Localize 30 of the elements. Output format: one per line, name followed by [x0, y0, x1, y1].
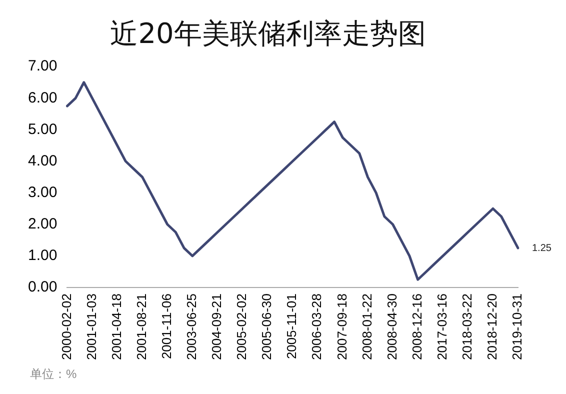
x-tick-label: 2001-01-03: [84, 294, 99, 360]
y-tick-label: 7.00: [28, 58, 58, 75]
data-label: 1.25: [532, 242, 552, 254]
x-tick-label: 2005-11-01: [284, 294, 300, 360]
x-tick-label: 2005-02-02: [234, 294, 250, 360]
y-tick-label: 3.00: [28, 184, 58, 201]
chart-title: 近20年美联储利率走势图: [110, 17, 426, 50]
text: 单位：%: [29, 366, 78, 383]
y-tick-label: 5.00: [28, 120, 58, 138]
x-tick-label: 2017-03-16: [434, 294, 450, 360]
x-tick-label: 2008-04-30: [384, 294, 400, 360]
x-tick-label: 2008-12-16: [409, 294, 424, 360]
x-tick-label: 2001-11-06: [158, 294, 174, 360]
x-tick-label: 2004-09-21: [209, 294, 224, 360]
x-tick-label: 2006-03-28: [309, 294, 324, 360]
x-tick-label: 2000-02-02: [58, 294, 74, 360]
x-tick-label: 2019-10-31: [510, 294, 525, 360]
y-tick-label: 4.00: [28, 152, 58, 170]
x-tick-label: 2003-06-25: [184, 294, 199, 360]
x-tick-label: 2007-09-18: [334, 294, 350, 360]
y-tick-label: 1.00: [28, 247, 58, 264]
x-tick-label: 2018-12-20: [484, 294, 500, 360]
x-tick-label: 2001-04-18: [108, 294, 124, 360]
y-tick-label: 6.00: [28, 89, 58, 106]
y-tick-label: 2.00: [28, 216, 58, 233]
x-tick-label: 2001-08-21: [134, 294, 149, 360]
x-tick-label: 2008-01-22: [359, 294, 374, 360]
x-tick-label: 2018-03-22: [459, 294, 474, 360]
y-tick-label: 0.00: [28, 278, 58, 296]
x-tick-label: 2005-06-30: [259, 294, 274, 360]
